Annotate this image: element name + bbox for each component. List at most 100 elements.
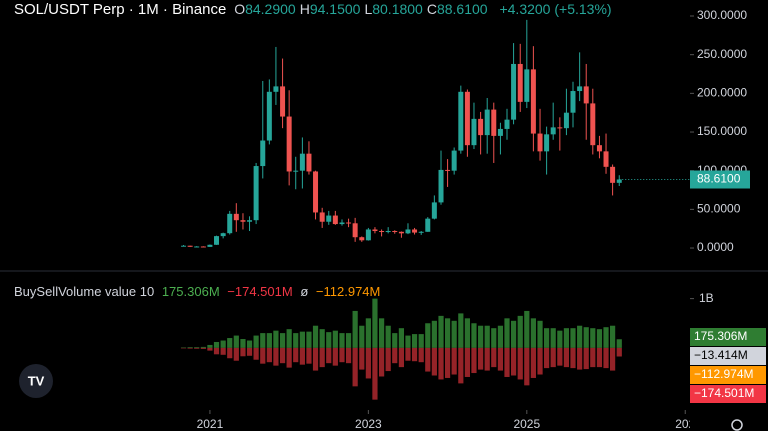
volume-bar: [240, 347, 246, 357]
candle: [583, 63, 589, 140]
candle: [405, 223, 411, 235]
ohlc: O84.2900 H94.1500 L80.1800 C88.6100: [234, 1, 491, 17]
volume-bar: [497, 347, 504, 371]
volume-bar: [577, 347, 583, 370]
volume-bar: [220, 340, 226, 348]
x-tick-label: 2021: [197, 417, 224, 431]
settings-icon[interactable]: [731, 419, 743, 431]
candle-body: [306, 153, 312, 172]
volume-bar: [365, 318, 371, 348]
volume-bar: [266, 347, 272, 363]
symbol-title: SOL/USDT Perp · 1M · Binance: [14, 1, 227, 18]
candle: [220, 232, 226, 239]
candle-body: [200, 246, 206, 248]
candle: [504, 108, 510, 140]
volume-bar: [273, 330, 279, 348]
volume-bar: [570, 328, 576, 348]
price-legend: SOL/USDT Perp · 1M · Binance O84.2900 H94…: [14, 1, 616, 18]
candle: [227, 210, 233, 235]
candle: [293, 156, 299, 190]
readout-badge: [690, 347, 766, 365]
candle-body: [438, 169, 444, 203]
readout-label: 175.306M: [694, 329, 747, 343]
candle-body: [266, 91, 272, 141]
candle: [214, 235, 220, 245]
volume-bar: [326, 347, 332, 364]
volume-bar: [253, 335, 259, 348]
volume-bar: [319, 329, 325, 348]
volume-bar: [279, 347, 286, 364]
volume-bar: [385, 347, 391, 372]
candle-body: [497, 128, 503, 136]
volume-bar: [537, 320, 543, 348]
volume-bar: [510, 320, 517, 348]
candle-body: [544, 134, 550, 152]
candle: [497, 122, 503, 155]
candle-body: [577, 86, 583, 92]
volume-bar: [504, 318, 510, 348]
volume-bar: [425, 347, 431, 372]
candle: [517, 43, 523, 112]
candle-body: [181, 245, 187, 247]
volume-bar: [332, 330, 338, 348]
volume-bar: [484, 347, 490, 371]
volume-bar: [471, 347, 477, 374]
candle-body: [299, 153, 305, 171]
volume-bar: [418, 347, 424, 363]
volume-bar: [273, 347, 279, 366]
volume-bar: [537, 347, 543, 375]
volume-bar: [411, 334, 418, 348]
volume-bar: [200, 346, 206, 348]
candle: [563, 88, 569, 136]
candle: [412, 227, 418, 235]
candle: [511, 43, 517, 125]
readout-badge: [690, 385, 766, 403]
candle-body: [583, 86, 589, 104]
volume-bar: [478, 347, 484, 370]
candle: [379, 229, 385, 237]
candle-body: [504, 119, 510, 129]
readout-badge: [690, 328, 766, 346]
candle-body: [286, 116, 292, 172]
candle-body: [557, 127, 563, 129]
volume-bar: [260, 347, 266, 364]
candle: [306, 141, 312, 175]
candle-body: [372, 229, 378, 232]
volume-bar: [233, 347, 239, 361]
candle-body: [431, 202, 437, 219]
readout-label: −112.974M: [694, 367, 754, 381]
candle: [346, 218, 352, 228]
candle: [385, 227, 391, 234]
candle-body: [280, 86, 286, 117]
volume-bar: [603, 327, 609, 348]
legend-sell: −174.501M: [227, 284, 293, 299]
volume-bar: [517, 315, 523, 348]
volume-bar: [319, 347, 325, 368]
volume-bar: [253, 347, 259, 360]
volume-bar: [563, 328, 570, 348]
ohlc-key: L: [364, 1, 373, 17]
candle-body: [616, 179, 622, 183]
y-tick-label: 1B: [699, 291, 714, 305]
candle-body: [524, 69, 530, 102]
volume-bar: [299, 347, 305, 365]
candle: [431, 195, 437, 220]
volume-bar: [583, 327, 589, 348]
volume-bar: [491, 328, 497, 348]
y-tick-label: 150.0000: [697, 124, 747, 138]
candle: [418, 231, 424, 235]
candle-body: [260, 140, 266, 167]
volume-bar: [200, 347, 206, 349]
volume-bar: [233, 335, 239, 348]
readout-label: −13.414M: [694, 348, 748, 362]
volume-bar: [293, 347, 299, 363]
volume-bar: [365, 347, 371, 379]
legend-avg: −112.974M: [315, 284, 381, 299]
candle-body: [332, 215, 338, 225]
candle: [537, 108, 543, 161]
candle: [610, 164, 616, 196]
candle-body: [517, 63, 523, 102]
volume-bar: [240, 339, 246, 348]
candle: [484, 97, 490, 154]
volume-bar: [326, 332, 332, 348]
